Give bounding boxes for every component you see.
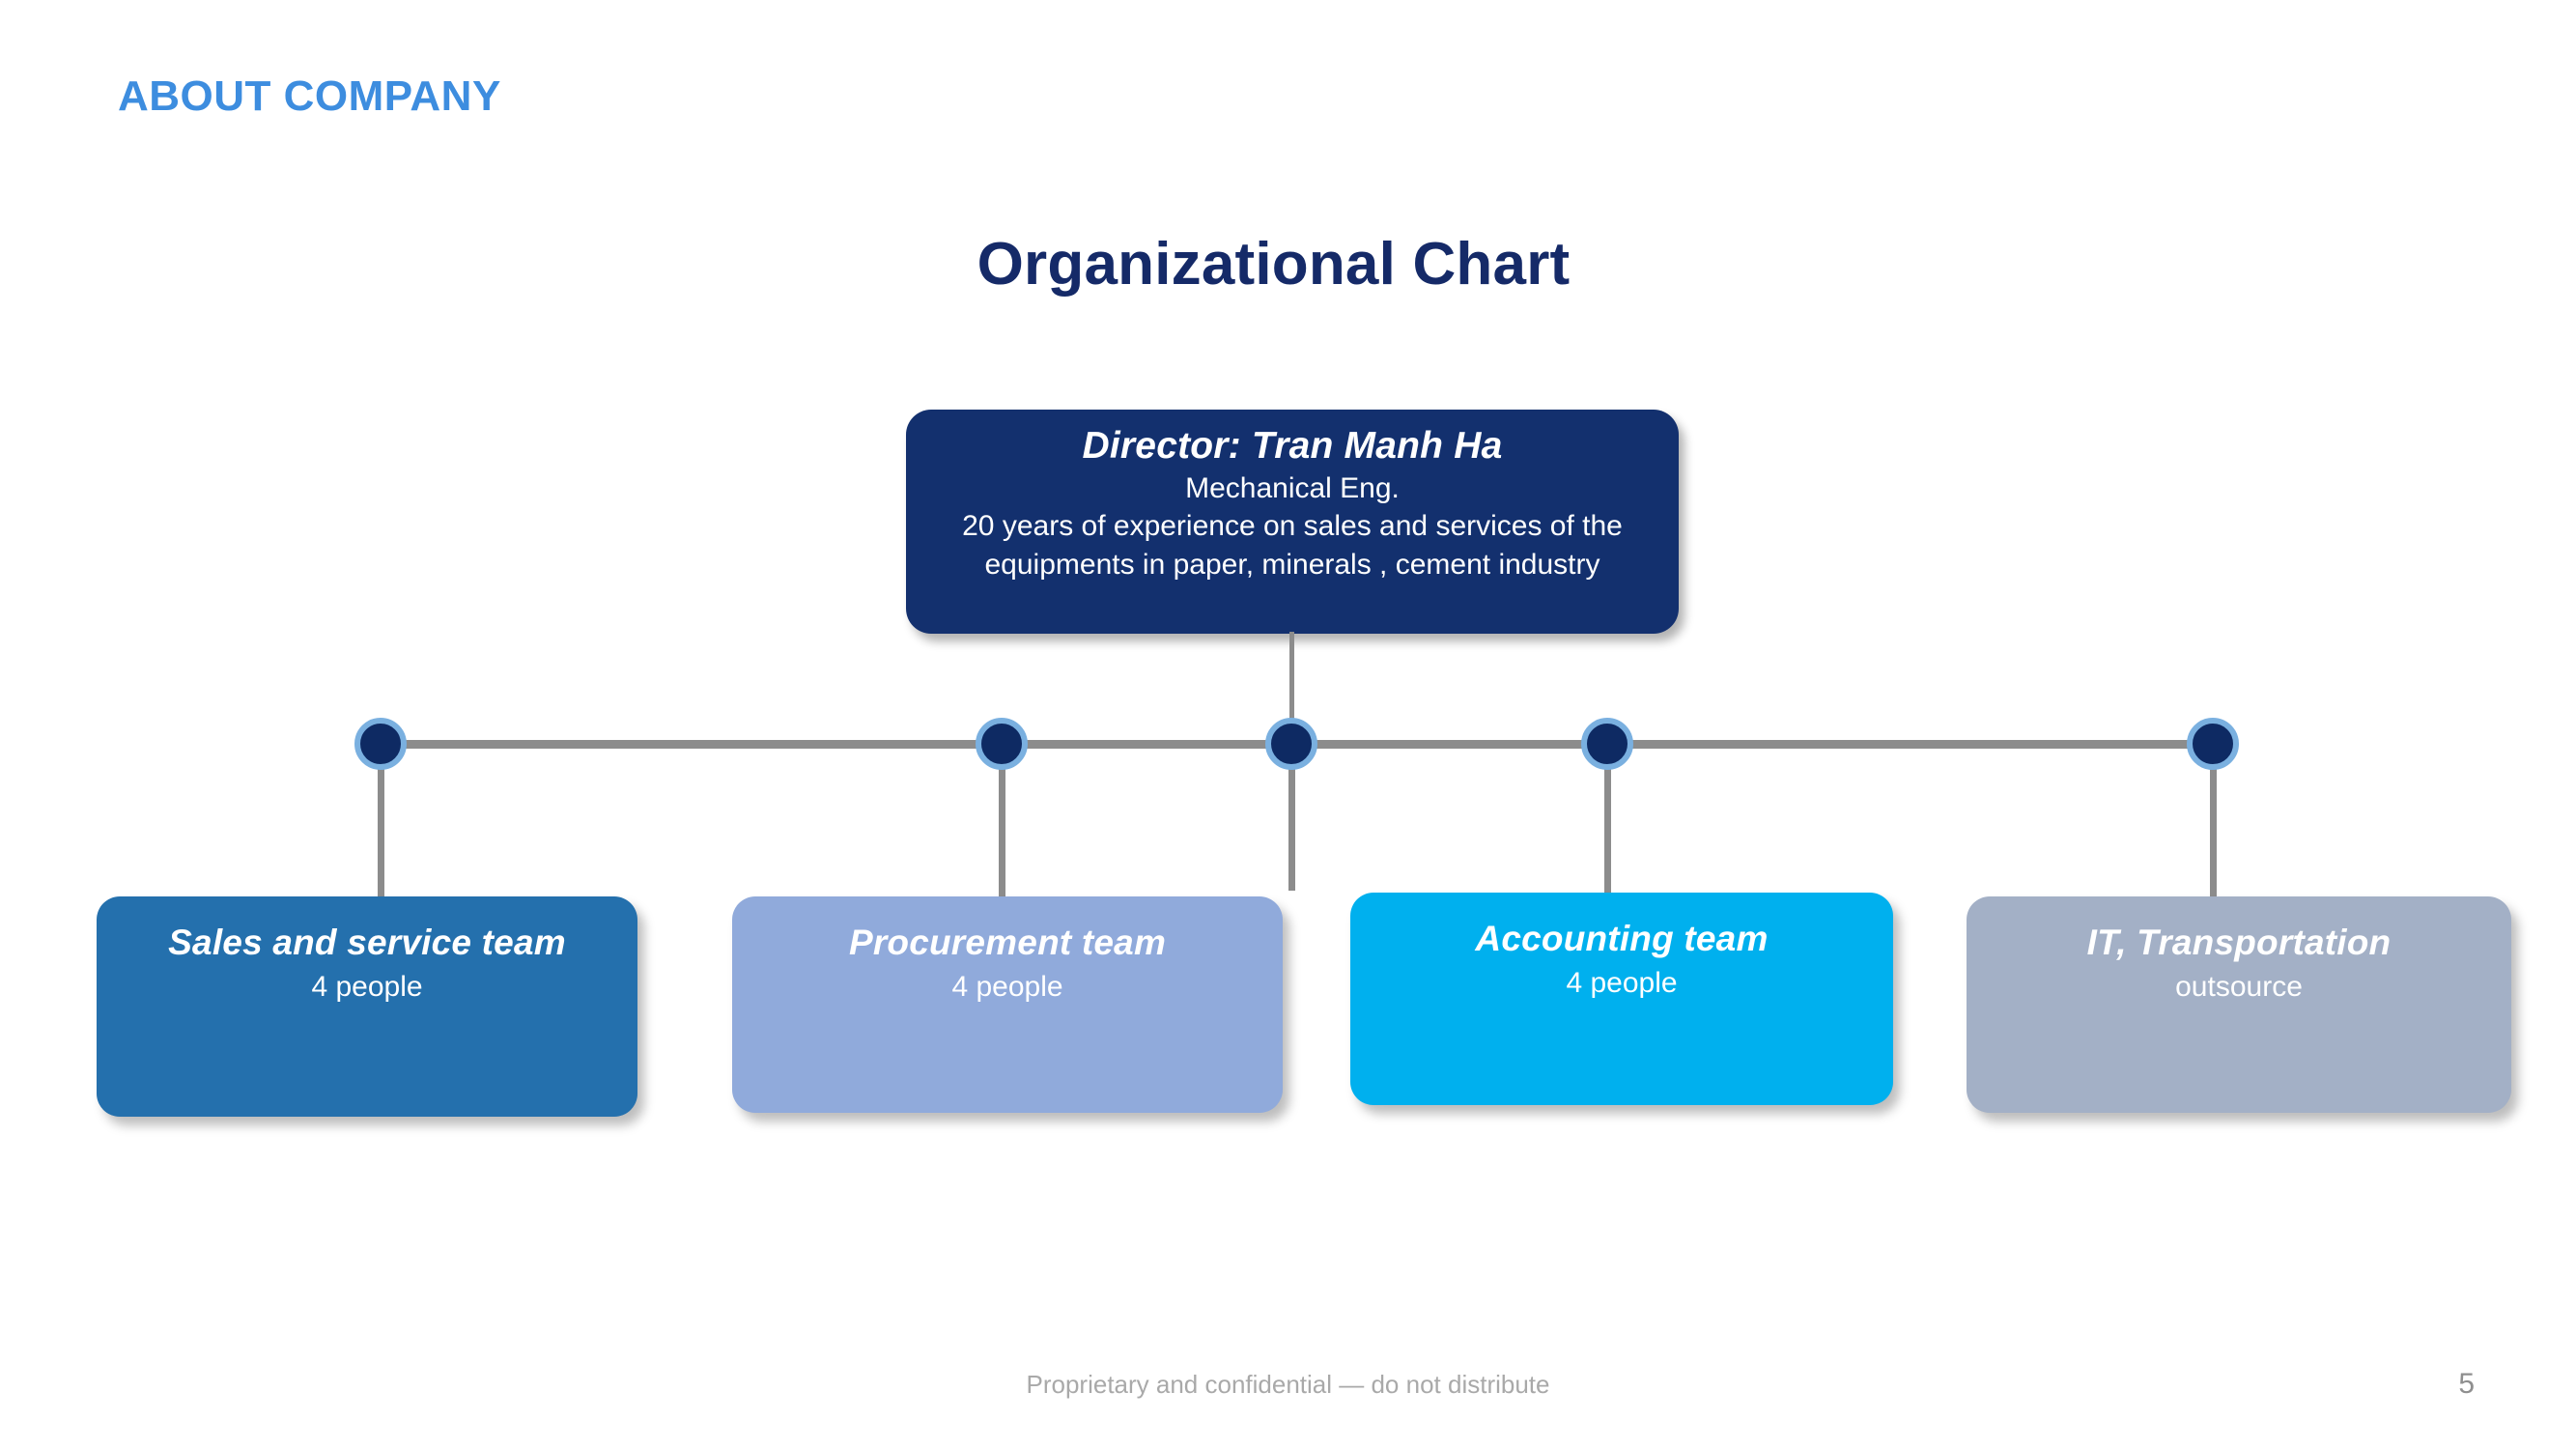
connector-root-stem bbox=[1289, 632, 1294, 746]
org-node-procurement-team[interactable]: Procurement team 4 people bbox=[732, 896, 1283, 1113]
team-subtitle: outsource bbox=[2175, 970, 2303, 1003]
connector-drop-1 bbox=[378, 744, 384, 898]
connector-node-1 bbox=[354, 718, 407, 770]
connector-drop-4 bbox=[1604, 744, 1611, 896]
team-title: IT, Transportation bbox=[2086, 923, 2392, 962]
team-title: Procurement team bbox=[848, 923, 1167, 962]
org-node-director[interactable]: Director: Tran Manh Ha Mechanical Eng. 2… bbox=[906, 410, 1679, 634]
director-name: Director: Tran Manh Ha bbox=[1082, 425, 1503, 467]
page-title-text: Organizational Chart bbox=[977, 231, 1571, 298]
footer-page-number: 5 bbox=[2458, 1368, 2475, 1400]
connector-drop-3 bbox=[1288, 744, 1295, 891]
connector-node-2 bbox=[976, 718, 1028, 770]
team-subtitle: 4 people bbox=[1566, 966, 1678, 999]
connector-node-4 bbox=[1581, 718, 1633, 770]
connector-drop-2 bbox=[999, 744, 1005, 896]
team-subtitle: 4 people bbox=[951, 970, 1063, 1003]
org-node-sales-and-service-team[interactable]: Sales and service team 4 people bbox=[97, 896, 637, 1117]
team-title: Sales and service team bbox=[168, 923, 566, 962]
team-subtitle: 4 people bbox=[311, 970, 423, 1003]
section-label: ABOUT COMPANY bbox=[118, 72, 501, 120]
team-title: Accounting team bbox=[1475, 919, 1769, 958]
director-detail-line-3: equipments in paper, minerals , cement i… bbox=[984, 548, 1600, 581]
connector-node-3 bbox=[1265, 718, 1317, 770]
director-detail-line-1: Mechanical Eng. bbox=[1185, 471, 1400, 504]
page-title: Organizational Chart bbox=[0, 230, 2576, 298]
connector-drop-5 bbox=[2210, 744, 2217, 896]
connector-node-5 bbox=[2187, 718, 2239, 770]
org-node-accounting-team[interactable]: Accounting team 4 people bbox=[1350, 893, 1893, 1105]
footer-confidentiality-note: Proprietary and confidential — do not di… bbox=[1026, 1370, 1550, 1399]
director-detail-line-2: 20 years of experience on sales and serv… bbox=[962, 510, 1623, 543]
org-node-it-transportation[interactable]: IT, Transportation outsource bbox=[1967, 896, 2511, 1113]
